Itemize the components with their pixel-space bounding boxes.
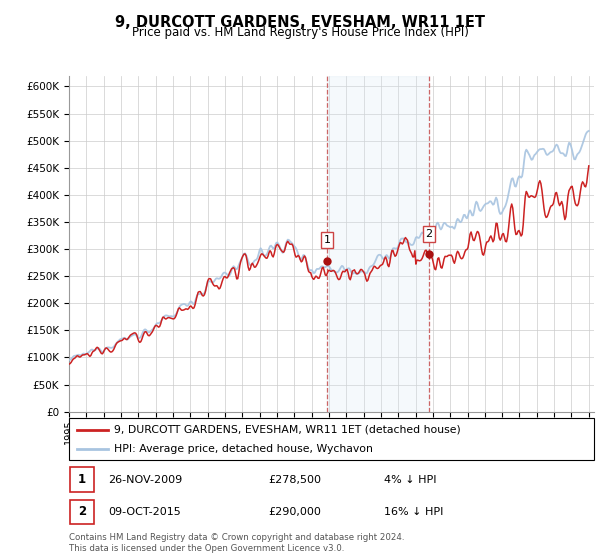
Text: 9, DURCOTT GARDENS, EVESHAM, WR11 1ET: 9, DURCOTT GARDENS, EVESHAM, WR11 1ET (115, 15, 485, 30)
Text: 1: 1 (323, 235, 331, 245)
Text: 2: 2 (78, 505, 86, 519)
Bar (327, 76, 429, 412)
Text: 26-NOV-2009: 26-NOV-2009 (109, 475, 182, 484)
Text: 09-OCT-2015: 09-OCT-2015 (109, 507, 181, 517)
Bar (70, 500, 94, 524)
Text: 1: 1 (78, 473, 86, 486)
Text: 16% ↓ HPI: 16% ↓ HPI (384, 507, 443, 517)
Bar (70, 468, 94, 492)
Text: £278,500: £278,500 (269, 475, 322, 484)
Text: £290,000: £290,000 (269, 507, 322, 517)
Text: HPI: Average price, detached house, Wychavon: HPI: Average price, detached house, Wych… (113, 444, 373, 454)
Text: 2: 2 (425, 229, 433, 239)
Text: 9, DURCOTT GARDENS, EVESHAM, WR11 1ET (detached house): 9, DURCOTT GARDENS, EVESHAM, WR11 1ET (d… (113, 424, 460, 435)
Text: Price paid vs. HM Land Registry's House Price Index (HPI): Price paid vs. HM Land Registry's House … (131, 26, 469, 39)
Text: 4% ↓ HPI: 4% ↓ HPI (384, 475, 437, 484)
Text: Contains HM Land Registry data © Crown copyright and database right 2024.
This d: Contains HM Land Registry data © Crown c… (69, 533, 404, 553)
